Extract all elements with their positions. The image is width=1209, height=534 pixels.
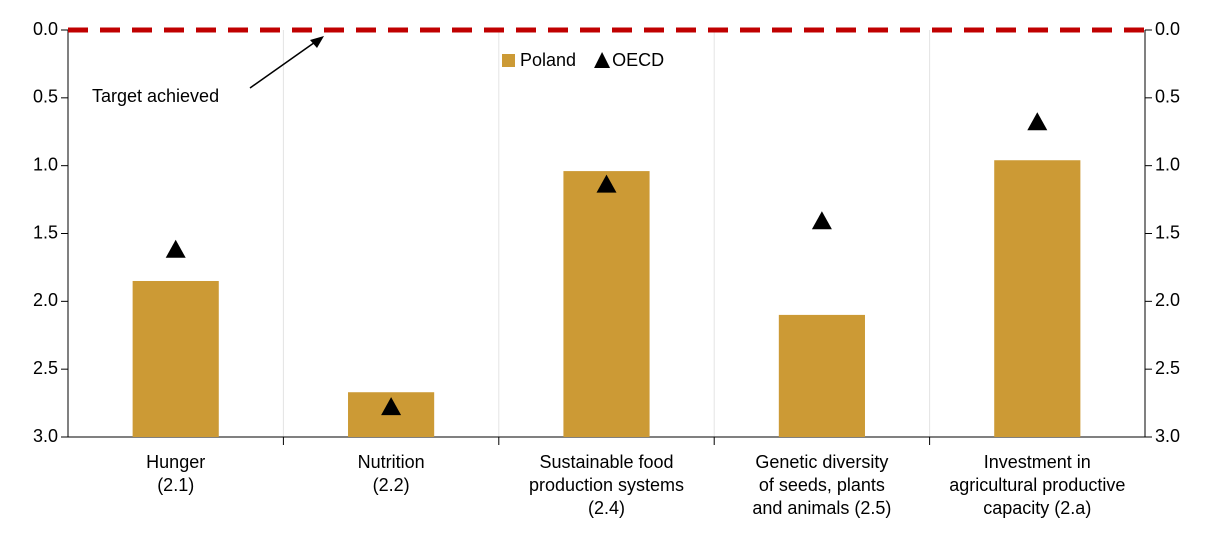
target-arrowhead	[310, 36, 324, 48]
oecd-marker	[165, 239, 186, 258]
bar	[132, 280, 219, 437]
y-tick-label: 1.5	[33, 222, 58, 242]
x-tick-label: Sustainable food	[539, 452, 673, 472]
x-tick-label: (2.2)	[373, 475, 410, 495]
bar	[563, 171, 650, 438]
target-arrow	[249, 39, 319, 89]
x-tick-label: agricultural productive	[949, 475, 1125, 495]
oecd-marker	[596, 174, 617, 193]
y-tick-label: 3.0	[33, 426, 58, 446]
x-tick-label: Genetic diversity	[755, 452, 888, 472]
y2-tick-label: 1.5	[1155, 222, 1180, 242]
bar	[994, 160, 1081, 438]
y2-tick-label: 3.0	[1155, 426, 1180, 446]
y2-tick-label: 1.0	[1155, 154, 1180, 174]
legend-label: Poland	[520, 50, 576, 70]
y-tick-label: 0.0	[33, 19, 58, 39]
x-tick-label: and animals (2.5)	[752, 498, 891, 518]
x-tick-label: of seeds, plants	[759, 475, 885, 495]
legend-marker	[594, 52, 611, 68]
oecd-marker	[811, 211, 832, 230]
y2-tick-label: 0.0	[1155, 19, 1180, 39]
y-tick-label: 2.5	[33, 358, 58, 378]
oecd-marker	[381, 397, 402, 416]
legend-swatch	[502, 54, 515, 67]
y-tick-label: 0.5	[33, 87, 58, 107]
oecd-marker	[1027, 112, 1048, 131]
x-tick-label: Investment in	[984, 452, 1091, 472]
target-label: Target achieved	[92, 86, 219, 106]
x-tick-label: Nutrition	[358, 452, 425, 472]
x-tick-label: (2.1)	[157, 475, 194, 495]
y2-tick-label: 2.5	[1155, 358, 1180, 378]
y2-tick-label: 0.5	[1155, 87, 1180, 107]
legend-label: OECD	[612, 50, 664, 70]
x-tick-label: production systems	[529, 475, 684, 495]
x-tick-label: (2.4)	[588, 498, 625, 518]
x-tick-label: capacity (2.a)	[983, 498, 1091, 518]
y2-tick-label: 2.0	[1155, 290, 1180, 310]
x-tick-label: Hunger	[146, 452, 205, 472]
y-tick-label: 1.0	[33, 154, 58, 174]
bar	[778, 314, 865, 437]
y-tick-label: 2.0	[33, 290, 58, 310]
